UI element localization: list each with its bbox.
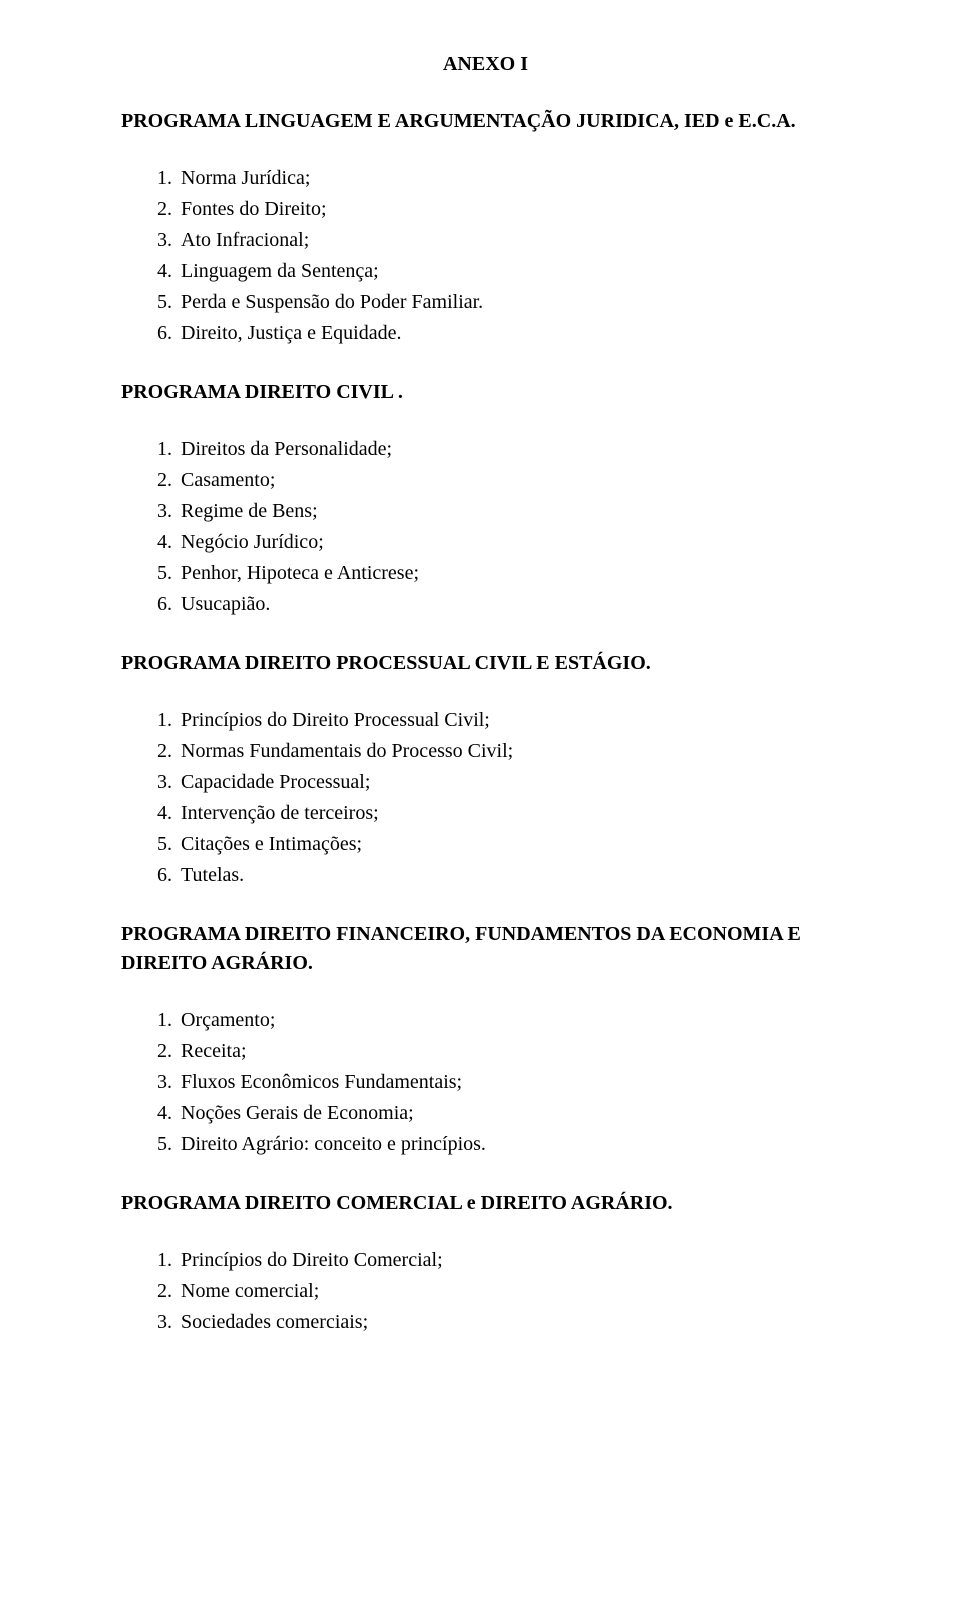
- item-number: 4.: [121, 1099, 181, 1128]
- item-number: 1.: [121, 706, 181, 735]
- item-text: Regime de Bens;: [181, 497, 850, 526]
- item-number: 3.: [121, 768, 181, 797]
- list-item: 1. Direitos da Personalidade;: [121, 435, 850, 464]
- list-item: 2. Nome comercial;: [121, 1277, 850, 1306]
- item-number: 2.: [121, 195, 181, 224]
- item-text: Orçamento;: [181, 1006, 850, 1035]
- item-number: 3.: [121, 497, 181, 526]
- list-item: 4. Intervenção de terceiros;: [121, 799, 850, 828]
- item-number: 2.: [121, 1037, 181, 1066]
- item-number: 2.: [121, 466, 181, 495]
- item-number: 4.: [121, 528, 181, 557]
- item-number: 5.: [121, 1130, 181, 1159]
- list-item: 2. Receita;: [121, 1037, 850, 1066]
- item-number: 6.: [121, 590, 181, 619]
- item-text: Usucapião.: [181, 590, 850, 619]
- item-text: Tutelas.: [181, 861, 850, 890]
- item-text: Norma Jurídica;: [181, 164, 850, 193]
- list-item: 6. Direito, Justiça e Equidade.: [121, 319, 850, 348]
- section-list: 1. Norma Jurídica; 2. Fontes do Direito;…: [121, 164, 850, 348]
- item-text: Sociedades comerciais;: [181, 1308, 850, 1337]
- item-number: 2.: [121, 1277, 181, 1306]
- list-item: 2. Casamento;: [121, 466, 850, 495]
- list-item: 6. Usucapião.: [121, 590, 850, 619]
- item-text: Linguagem da Sentença;: [181, 257, 850, 286]
- item-text: Receita;: [181, 1037, 850, 1066]
- item-number: 3.: [121, 1068, 181, 1097]
- item-text: Normas Fundamentais do Processo Civil;: [181, 737, 850, 766]
- list-item: 3. Sociedades comerciais;: [121, 1308, 850, 1337]
- list-item: 3. Fluxos Econômicos Fundamentais;: [121, 1068, 850, 1097]
- item-text: Nome comercial;: [181, 1277, 850, 1306]
- item-text: Casamento;: [181, 466, 850, 495]
- list-item: 1. Norma Jurídica;: [121, 164, 850, 193]
- item-number: 1.: [121, 164, 181, 193]
- list-item: 3. Regime de Bens;: [121, 497, 850, 526]
- item-text: Noções Gerais de Economia;: [181, 1099, 850, 1128]
- item-text: Penhor, Hipoteca e Anticrese;: [181, 559, 850, 588]
- item-number: 4.: [121, 257, 181, 286]
- item-text: Direito, Justiça e Equidade.: [181, 319, 850, 348]
- item-text: Princípios do Direito Comercial;: [181, 1246, 850, 1275]
- list-item: 3. Capacidade Processual;: [121, 768, 850, 797]
- list-item: 1. Orçamento;: [121, 1006, 850, 1035]
- list-item: 2. Normas Fundamentais do Processo Civil…: [121, 737, 850, 766]
- list-item: 5. Citações e Intimações;: [121, 830, 850, 859]
- annex-title: ANEXO I: [121, 50, 850, 79]
- item-number: 3.: [121, 1308, 181, 1337]
- item-text: Fluxos Econômicos Fundamentais;: [181, 1068, 850, 1097]
- section-heading: PROGRAMA DIREITO FINANCEIRO, FUNDAMENTOS…: [121, 920, 850, 978]
- item-text: Fontes do Direito;: [181, 195, 850, 224]
- list-item: 1. Princípios do Direito Processual Civi…: [121, 706, 850, 735]
- item-number: 1.: [121, 1006, 181, 1035]
- section-list: 1. Princípios do Direito Processual Civi…: [121, 706, 850, 890]
- list-item: 4. Noções Gerais de Economia;: [121, 1099, 850, 1128]
- item-number: 1.: [121, 435, 181, 464]
- list-item: 1. Princípios do Direito Comercial;: [121, 1246, 850, 1275]
- list-item: 5. Perda e Suspensão do Poder Familiar.: [121, 288, 850, 317]
- list-item: 5. Direito Agrário: conceito e princípio…: [121, 1130, 850, 1159]
- item-text: Citações e Intimações;: [181, 830, 850, 859]
- item-number: 4.: [121, 799, 181, 828]
- section-list: 1. Orçamento; 2. Receita; 3. Fluxos Econ…: [121, 1006, 850, 1159]
- item-number: 6.: [121, 861, 181, 890]
- document-page: ANEXO I PROGRAMA LINGUAGEM E ARGUMENTAÇÃ…: [0, 0, 960, 1619]
- item-number: 5.: [121, 830, 181, 859]
- section-heading: PROGRAMA DIREITO COMERCIAL e DIREITO AGR…: [121, 1189, 850, 1218]
- list-item: 4. Negócio Jurídico;: [121, 528, 850, 557]
- section-heading: PROGRAMA LINGUAGEM E ARGUMENTAÇÃO JURIDI…: [121, 107, 850, 136]
- section-list: 1. Direitos da Personalidade; 2. Casamen…: [121, 435, 850, 619]
- item-number: 1.: [121, 1246, 181, 1275]
- item-text: Direito Agrário: conceito e princípios.: [181, 1130, 850, 1159]
- item-number: 5.: [121, 559, 181, 588]
- item-number: 5.: [121, 288, 181, 317]
- item-number: 2.: [121, 737, 181, 766]
- list-item: 3. Ato Infracional;: [121, 226, 850, 255]
- item-text: Negócio Jurídico;: [181, 528, 850, 557]
- item-text: Perda e Suspensão do Poder Familiar.: [181, 288, 850, 317]
- item-text: Capacidade Processual;: [181, 768, 850, 797]
- section-heading: PROGRAMA DIREITO PROCESSUAL CIVIL E ESTÁ…: [121, 649, 850, 678]
- item-text: Princípios do Direito Processual Civil;: [181, 706, 850, 735]
- item-text: Intervenção de terceiros;: [181, 799, 850, 828]
- item-text: Ato Infracional;: [181, 226, 850, 255]
- item-number: 6.: [121, 319, 181, 348]
- section-list: 1. Princípios do Direito Comercial; 2. N…: [121, 1246, 850, 1337]
- section-heading: PROGRAMA DIREITO CIVIL .: [121, 378, 850, 407]
- item-number: 3.: [121, 226, 181, 255]
- item-text: Direitos da Personalidade;: [181, 435, 850, 464]
- list-item: 6. Tutelas.: [121, 861, 850, 890]
- list-item: 4. Linguagem da Sentença;: [121, 257, 850, 286]
- list-item: 2. Fontes do Direito;: [121, 195, 850, 224]
- list-item: 5. Penhor, Hipoteca e Anticrese;: [121, 559, 850, 588]
